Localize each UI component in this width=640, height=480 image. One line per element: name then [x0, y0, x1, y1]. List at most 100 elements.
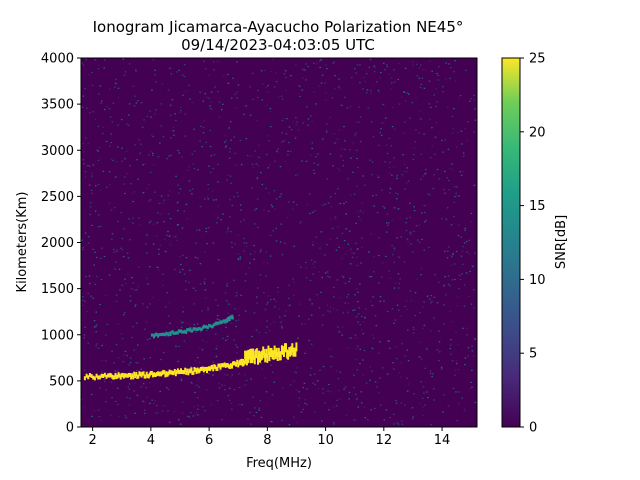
noise-speck [174, 268, 176, 271]
noise-speck [313, 266, 316, 268]
echo-trace-point [149, 371, 152, 375]
noise-speck [338, 86, 340, 88]
noise-speck [233, 279, 235, 281]
noise-speck [185, 90, 187, 93]
noise-speck [385, 231, 388, 233]
noise-speck [274, 306, 276, 308]
noise-speck [397, 256, 399, 258]
noise-speck [375, 194, 378, 196]
echo-trace-point [187, 371, 190, 376]
noise-speck [272, 230, 274, 232]
noise-speck [422, 69, 424, 71]
echo-trace-point [170, 330, 173, 334]
noise-speck [337, 326, 339, 328]
echo-trace-point [153, 335, 155, 339]
noise-speck [286, 118, 288, 120]
noise-speck [310, 154, 312, 156]
noise-speck [224, 135, 226, 137]
noise-speck [162, 273, 164, 275]
y-tick-label: 0 [66, 421, 74, 436]
noise-speck [304, 352, 306, 354]
echo-trace-point [200, 327, 203, 331]
noise-speck [218, 101, 221, 103]
echo-trace-point [175, 370, 178, 375]
noise-speck [111, 350, 113, 352]
noise-speck [310, 367, 312, 369]
noise-speck [341, 257, 343, 260]
noise-speck [168, 235, 170, 238]
noise-speck [392, 253, 394, 256]
noise-speck [357, 313, 360, 315]
noise-speck [414, 315, 416, 317]
noise-speck [447, 207, 449, 209]
noise-speck [370, 409, 372, 411]
noise-speck [463, 305, 466, 307]
noise-speck [455, 363, 458, 365]
noise-speck [448, 63, 450, 65]
echo-trace-point [174, 372, 177, 377]
noise-speck [256, 120, 259, 122]
noise-speck [461, 143, 463, 145]
noise-speck [354, 334, 357, 336]
noise-speck [81, 299, 84, 301]
noise-speck [365, 382, 368, 384]
noise-speck [100, 419, 102, 421]
noise-speck [230, 139, 232, 141]
noise-speck [99, 257, 102, 259]
noise-speck [258, 144, 260, 146]
noise-speck [149, 357, 151, 359]
noise-speck [462, 152, 465, 154]
noise-speck [463, 155, 465, 157]
noise-speck [258, 409, 260, 411]
noise-speck [420, 268, 423, 270]
noise-speck [309, 298, 311, 300]
noise-speck [249, 262, 251, 264]
noise-speck [398, 309, 400, 311]
noise-speck [355, 316, 358, 318]
noise-speck [423, 324, 426, 326]
noise-speck [89, 206, 92, 208]
noise-speck [311, 147, 313, 150]
noise-speck [269, 234, 272, 236]
noise-speck [273, 298, 275, 300]
noise-speck [441, 139, 443, 142]
noise-speck [351, 256, 354, 258]
noise-speck [444, 170, 446, 173]
noise-speck [135, 304, 137, 306]
noise-speck [455, 331, 457, 334]
noise-speck [267, 295, 270, 297]
noise-speck [355, 347, 358, 350]
noise-speck [411, 251, 414, 253]
noise-speck [448, 189, 450, 191]
noise-speck [333, 423, 335, 425]
noise-speck [117, 370, 119, 372]
noise-speck [345, 414, 348, 416]
noise-speck [162, 202, 164, 204]
noise-speck [319, 247, 321, 249]
echo-trace-point [198, 368, 201, 373]
echo-trace-point [201, 366, 204, 371]
echo-trace-point [183, 330, 186, 334]
noise-speck [121, 338, 124, 340]
noise-speck [88, 74, 90, 76]
noise-speck [404, 100, 407, 102]
noise-speck [359, 116, 362, 118]
noise-speck [195, 384, 198, 386]
noise-speck [149, 171, 152, 173]
noise-speck [418, 241, 421, 243]
noise-speck [430, 330, 432, 332]
noise-speck [179, 271, 181, 273]
noise-speck [234, 152, 236, 155]
noise-speck [469, 270, 471, 273]
colorbar-tick-label: 0 [529, 421, 537, 436]
noise-speck [153, 164, 155, 166]
noise-speck [304, 399, 307, 401]
noise-speck [244, 374, 246, 376]
noise-speck [460, 174, 463, 176]
noise-speck [412, 158, 414, 161]
noise-speck [421, 212, 423, 214]
noise-speck [447, 250, 449, 252]
noise-speck [275, 240, 278, 242]
echo-trace-point [134, 374, 137, 379]
